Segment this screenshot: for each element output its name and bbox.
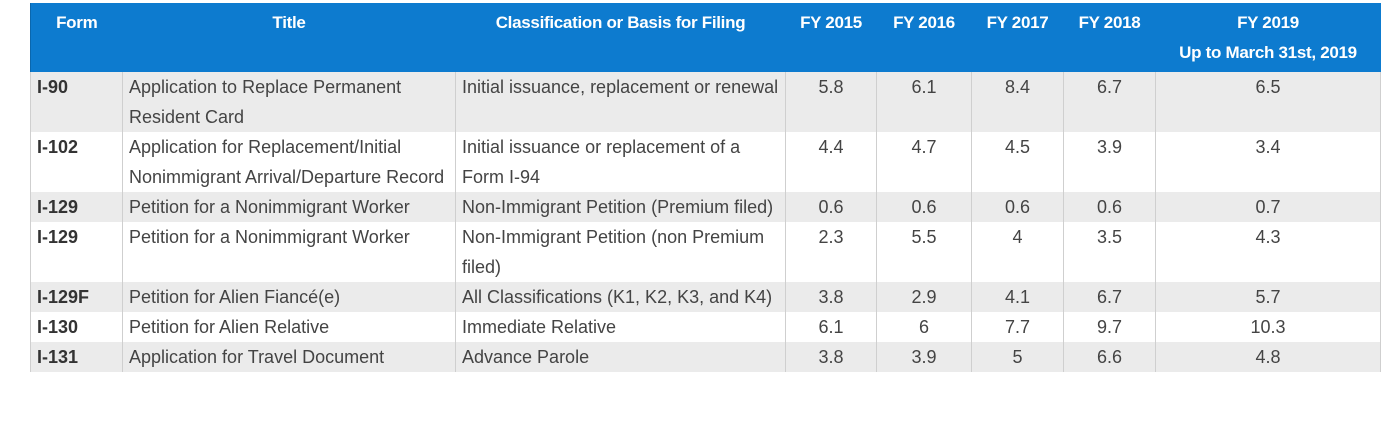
cell-fy2019: 6.5 (1155, 72, 1381, 132)
table-row: I-90 Application to Replace Permanent Res… (30, 72, 1381, 132)
cell-classification: Non-Immigrant Petition (Premium filed) (455, 192, 786, 222)
cell-fy2017: 7.7 (971, 312, 1064, 342)
table-body: I-90 Application to Replace Permanent Res… (30, 72, 1381, 372)
cell-title: Application for Replacement/Initial Noni… (122, 132, 456, 192)
header-fy2019-label: FY 2019 (1237, 13, 1299, 32)
cell-classification: Initial issuance, replacement or renewal (455, 72, 786, 132)
processing-times-table: Form Title Classification or Basis for F… (30, 3, 1381, 372)
header-form: Form (30, 3, 123, 72)
table-row: I-129 Petition for a Nonimmigrant Worker N… (30, 192, 1381, 222)
table-row: I-129F Petition for Alien Fiancé(e) All Cl… (30, 282, 1381, 312)
cell-fy2019: 3.4 (1155, 132, 1381, 192)
cell-fy2016: 6.1 (876, 72, 972, 132)
cell-fy2015: 0.6 (785, 192, 877, 222)
cell-fy2017: 0.6 (971, 192, 1064, 222)
cell-classification: Initial issuance or replacement of a For… (455, 132, 786, 192)
cell-form: I-131 (30, 342, 123, 372)
header-fy2018: FY 2018 (1063, 3, 1156, 72)
cell-form: I-130 (30, 312, 123, 342)
cell-classification: Immediate Relative (455, 312, 786, 342)
cell-fy2016: 3.9 (876, 342, 972, 372)
cell-fy2015: 4.4 (785, 132, 877, 192)
cell-fy2019: 4.3 (1155, 222, 1381, 282)
cell-classification: Non-Immigrant Petition (non Premium file… (455, 222, 786, 282)
table-row: I-131 Application for Travel Document Adva… (30, 342, 1381, 372)
header-classification: Classification or Basis for Filing (455, 3, 786, 72)
cell-form: I-129 (30, 192, 123, 222)
header-fy2019: FY 2019 Up to March 31st, 2019 (1155, 3, 1381, 72)
cell-fy2017: 4.1 (971, 282, 1064, 312)
cell-form: I-90 (30, 72, 123, 132)
header-fy2015: FY 2015 (785, 3, 877, 72)
table-row: I-102 Application for Replacement/Initial… (30, 132, 1381, 192)
cell-fy2018: 9.7 (1063, 312, 1156, 342)
cell-title: Petition for a Nonimmigrant Worker (122, 222, 456, 282)
cell-fy2018: 6.7 (1063, 72, 1156, 132)
cell-fy2018: 0.6 (1063, 192, 1156, 222)
header-row: Form Title Classification or Basis for F… (30, 3, 1381, 72)
cell-fy2017: 4.5 (971, 132, 1064, 192)
cell-form: I-129F (30, 282, 123, 312)
cell-fy2017: 5 (971, 342, 1064, 372)
header-fy2019-subtitle: Up to March 31st, 2019 (1179, 43, 1357, 62)
header-fy2017: FY 2017 (971, 3, 1064, 72)
cell-fy2017: 8.4 (971, 72, 1064, 132)
cell-title: Application to Replace Permanent Residen… (122, 72, 456, 132)
cell-form: I-102 (30, 132, 123, 192)
cell-fy2018: 6.6 (1063, 342, 1156, 372)
cell-fy2018: 3.5 (1063, 222, 1156, 282)
cell-classification: All Classifications (K1, K2, K3, and K4) (455, 282, 786, 312)
cell-fy2019: 5.7 (1155, 282, 1381, 312)
table-row: I-130 Petition for Alien Relative Immediat… (30, 312, 1381, 342)
cell-fy2015: 3.8 (785, 282, 877, 312)
cell-fy2016: 4.7 (876, 132, 972, 192)
cell-form: I-129 (30, 222, 123, 282)
cell-fy2016: 6 (876, 312, 972, 342)
cell-fy2015: 5.8 (785, 72, 877, 132)
cell-title: Petition for Alien Fiancé(e) (122, 282, 456, 312)
cell-fy2016: 5.5 (876, 222, 972, 282)
cell-fy2015: 2.3 (785, 222, 877, 282)
cell-fy2017: 4 (971, 222, 1064, 282)
cell-fy2018: 6.7 (1063, 282, 1156, 312)
cell-fy2018: 3.9 (1063, 132, 1156, 192)
cell-fy2016: 2.9 (876, 282, 972, 312)
cell-title: Petition for Alien Relative (122, 312, 456, 342)
cell-classification: Advance Parole (455, 342, 786, 372)
cell-fy2015: 3.8 (785, 342, 877, 372)
cell-fy2015: 6.1 (785, 312, 877, 342)
table-row: I-129 Petition for a Nonimmigrant Worker N… (30, 222, 1381, 282)
cell-fy2019: 4.8 (1155, 342, 1381, 372)
cell-title: Application for Travel Document (122, 342, 456, 372)
cell-title: Petition for a Nonimmigrant Worker (122, 192, 456, 222)
cell-fy2019: 0.7 (1155, 192, 1381, 222)
table-header: Form Title Classification or Basis for F… (30, 3, 1381, 72)
header-title: Title (122, 3, 456, 72)
cell-fy2019: 10.3 (1155, 312, 1381, 342)
header-fy2016: FY 2016 (876, 3, 972, 72)
cell-fy2016: 0.6 (876, 192, 972, 222)
